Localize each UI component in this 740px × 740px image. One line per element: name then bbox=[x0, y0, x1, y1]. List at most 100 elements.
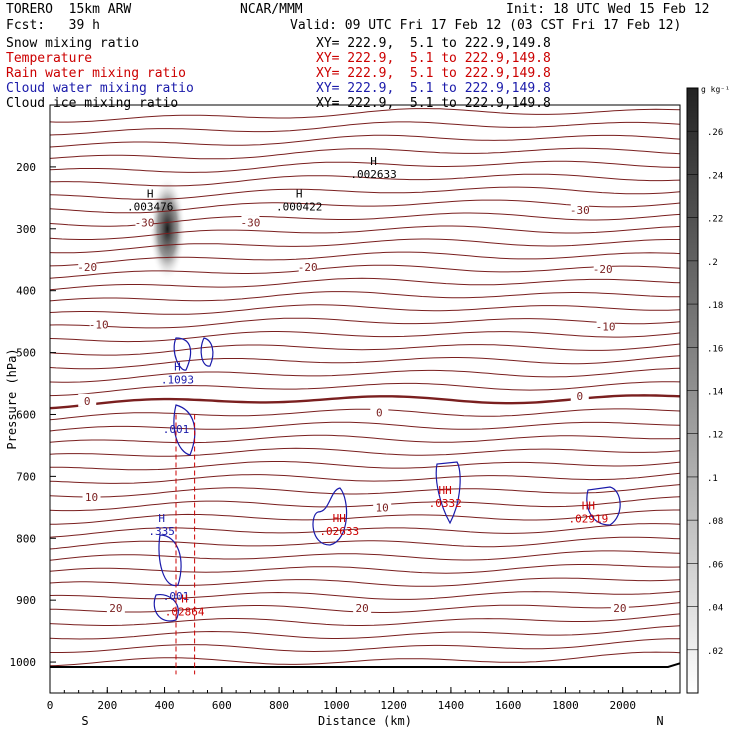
y-tick-label: 700 bbox=[16, 470, 36, 483]
temperature-label: -30 bbox=[570, 204, 590, 217]
temperature-label: 20 bbox=[109, 602, 122, 615]
field-name: Snow mixing ratio bbox=[6, 36, 140, 51]
colorbar-tick-label: .24 bbox=[707, 171, 723, 181]
cloud-water-contour bbox=[153, 593, 179, 622]
isotherm-line bbox=[49, 591, 681, 600]
max-value: .000422 bbox=[276, 201, 322, 214]
temperature-label-bg bbox=[78, 393, 97, 407]
field-name: Temperature bbox=[6, 51, 93, 66]
temperature-label: -10 bbox=[596, 321, 616, 334]
isotherm-line bbox=[49, 651, 681, 667]
max-marker: H bbox=[296, 188, 303, 201]
temperature-label: 0 bbox=[376, 407, 383, 420]
isotherm-line bbox=[49, 225, 681, 240]
max-marker: HH bbox=[333, 512, 346, 525]
model-name: TORERO 15km ARW bbox=[6, 2, 132, 17]
temperature-label: 10 bbox=[85, 491, 98, 504]
x-end-label-right: N bbox=[656, 714, 663, 728]
x-end-label-left: S bbox=[81, 714, 88, 728]
isotherm-line bbox=[49, 186, 681, 200]
temperature-label-bg bbox=[370, 405, 389, 419]
max-value: .003476 bbox=[127, 201, 173, 214]
temperature-label-bg bbox=[82, 489, 101, 503]
x-tick-label: 1800 bbox=[552, 699, 579, 712]
isotherm-line bbox=[49, 291, 680, 302]
temperature-label-bg bbox=[78, 260, 97, 274]
isotherm-line bbox=[49, 523, 681, 538]
temperature-label-bg bbox=[593, 262, 612, 276]
colorbar-tick-label: .04 bbox=[707, 604, 723, 614]
isotherm-line bbox=[49, 147, 681, 160]
isotherm-line bbox=[49, 251, 681, 267]
x-tick-label: 1400 bbox=[438, 699, 465, 712]
colorbar-tick-label: .08 bbox=[707, 517, 723, 527]
y-tick-label: 1000 bbox=[10, 656, 37, 669]
isotherm-line bbox=[49, 496, 681, 512]
temperature-label: -30 bbox=[135, 217, 155, 230]
isotherm-line bbox=[49, 160, 680, 173]
max-value: .001 bbox=[163, 590, 190, 603]
max-marker: H bbox=[181, 593, 188, 606]
isotherm-line bbox=[49, 331, 681, 343]
field-name: Cloud ice mixing ratio bbox=[6, 96, 179, 111]
field-xy: XY= 222.9, 5.1 to 222.9,149.8 bbox=[316, 51, 551, 66]
isotherm-line bbox=[49, 381, 681, 397]
max-value: .002633 bbox=[350, 168, 396, 181]
max-marker: H bbox=[158, 512, 165, 525]
x-tick-label: 1600 bbox=[495, 699, 522, 712]
x-tick-label: 400 bbox=[155, 699, 175, 712]
x-tick-label: 200 bbox=[97, 699, 117, 712]
max-marker: H bbox=[370, 155, 377, 168]
temperature-label: -20 bbox=[593, 263, 613, 276]
ground-line bbox=[50, 662, 681, 669]
colorbar-tick-label: .16 bbox=[707, 344, 723, 354]
center-name: NCAR/MMM bbox=[240, 2, 303, 17]
y-tick-label: 400 bbox=[16, 285, 36, 298]
isotherm-line bbox=[49, 472, 681, 484]
temperature-label: -20 bbox=[77, 261, 97, 274]
isotherm-line bbox=[49, 550, 681, 561]
cloud-water-contour bbox=[173, 404, 196, 456]
field-name: Cloud water mixing ratio bbox=[6, 81, 194, 96]
temperature-label: -30 bbox=[241, 217, 261, 230]
isotherm-line bbox=[49, 367, 681, 383]
isotherm-line bbox=[49, 564, 681, 574]
isotherm-line bbox=[49, 343, 681, 356]
colorbar-tick-label: .14 bbox=[707, 388, 723, 398]
temperature-label-bg bbox=[106, 601, 125, 615]
x-tick-label: 800 bbox=[269, 699, 289, 712]
isotherm-line bbox=[49, 355, 681, 370]
isotherm-line bbox=[49, 408, 681, 421]
y-tick-label: 900 bbox=[16, 594, 36, 607]
max-marker: HH bbox=[439, 484, 452, 497]
isotherm-line bbox=[49, 613, 681, 626]
max-value: .02864 bbox=[165, 606, 205, 619]
field-xy: XY= 222.9, 5.1 to 222.9,149.8 bbox=[316, 36, 551, 51]
max-value: .0332 bbox=[429, 497, 462, 510]
colorbar-tick-label: .02 bbox=[707, 647, 723, 657]
temperature-label: 10 bbox=[376, 501, 389, 514]
temperature-label: 0 bbox=[576, 390, 583, 403]
cloud-water-contour bbox=[435, 461, 461, 525]
colorbar-units: g kg⁻¹ bbox=[701, 85, 730, 94]
colorbar-tick-label: .06 bbox=[707, 560, 723, 570]
init-time: Init: 18 UTC Wed 15 Feb 12 bbox=[506, 2, 710, 17]
cloud-water-contour bbox=[158, 534, 182, 587]
temperature-label: 20 bbox=[613, 602, 626, 615]
isotherm-line bbox=[49, 484, 681, 498]
isotherm-line bbox=[49, 108, 681, 123]
temperature-label: 20 bbox=[356, 602, 369, 615]
max-value: .02919 bbox=[568, 513, 608, 526]
isotherm-line bbox=[49, 304, 681, 315]
field-xy: XY= 222.9, 5.1 to 222.9,149.8 bbox=[316, 96, 551, 111]
field-xy: XY= 222.9, 5.1 to 222.9,149.8 bbox=[316, 66, 551, 81]
y-tick-label: 200 bbox=[16, 161, 36, 174]
temperature-label-bg bbox=[570, 203, 589, 217]
temperature-label: -20 bbox=[298, 261, 318, 274]
cloud-water-contour bbox=[586, 486, 621, 526]
temperature-label-bg bbox=[373, 500, 392, 514]
isotherm-line bbox=[49, 212, 681, 227]
forecast-hour: Fcst: 39 h bbox=[6, 18, 100, 33]
isotherm-line bbox=[50, 509, 680, 525]
